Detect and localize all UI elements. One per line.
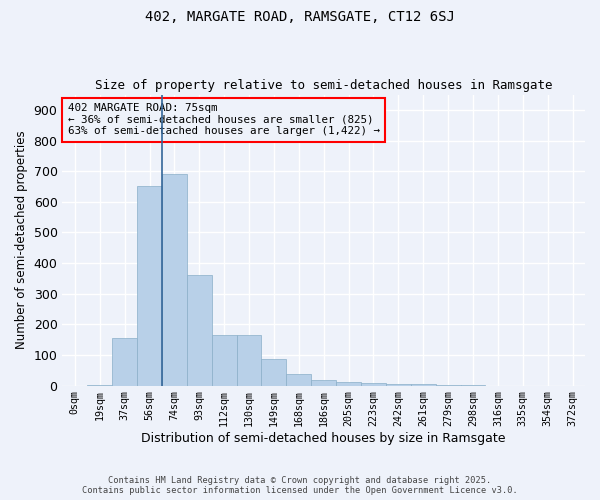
Bar (336, 382, 361, 386)
Text: 402 MARGATE ROAD: 75sqm
← 36% of semi-detached houses are smaller (825)
63% of s: 402 MARGATE ROAD: 75sqm ← 36% of semi-de… (68, 104, 380, 136)
Y-axis label: Number of semi-detached properties: Number of semi-detached properties (15, 131, 28, 350)
Bar (162, 174, 187, 386)
Bar (112, 338, 137, 386)
Bar (137, 186, 162, 386)
Text: 402, MARGATE ROAD, RAMSGATE, CT12 6SJ: 402, MARGATE ROAD, RAMSGATE, CT12 6SJ (145, 10, 455, 24)
X-axis label: Distribution of semi-detached houses by size in Ramsgate: Distribution of semi-detached houses by … (142, 432, 506, 445)
Bar (386, 384, 411, 386)
Bar (411, 384, 436, 386)
Title: Size of property relative to semi-detached houses in Ramsgate: Size of property relative to semi-detach… (95, 79, 553, 92)
Bar (88, 385, 112, 386)
Bar (212, 335, 236, 386)
Bar (187, 276, 212, 386)
Bar (262, 358, 286, 386)
Text: Contains HM Land Registry data © Crown copyright and database right 2025.
Contai: Contains HM Land Registry data © Crown c… (82, 476, 518, 495)
Bar (236, 335, 262, 386)
Bar (361, 383, 386, 386)
Bar (311, 380, 336, 386)
Bar (436, 385, 461, 386)
Bar (286, 374, 311, 386)
